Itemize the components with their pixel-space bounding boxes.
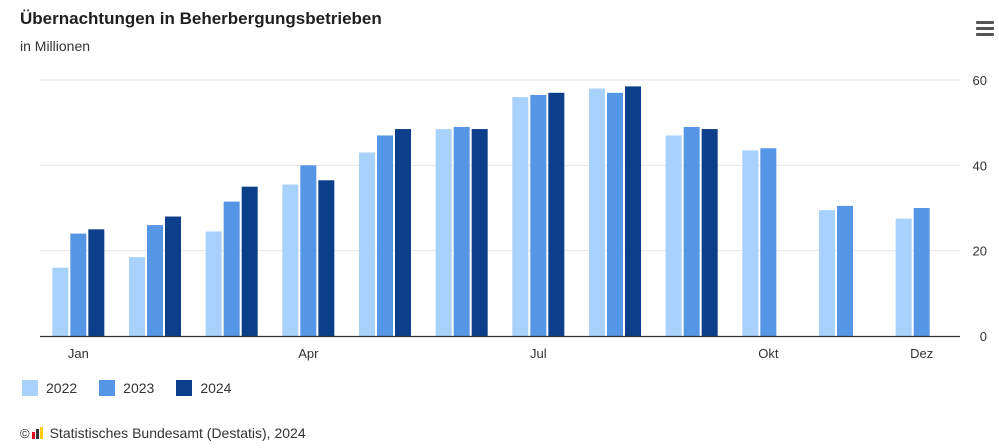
chart-legend: 2022 2023 2024 (22, 380, 253, 396)
legend-swatch-2024 (176, 380, 193, 396)
y-tick-label-0: 0 (980, 329, 987, 344)
bar-2023-Dez (913, 208, 930, 336)
chart-subtitle: in Millionen (20, 38, 91, 54)
bar-2023-Aug (607, 92, 623, 336)
bar-2023-Jul (530, 94, 547, 336)
legend-item-2024[interactable]: 2024 (176, 380, 231, 396)
bar-2022-Nov (819, 210, 835, 336)
bar-2022-Aug (589, 88, 605, 337)
y-tick-label-60: 60 (973, 73, 987, 88)
bar-2022-Feb (129, 257, 145, 336)
legend-item-2023[interactable]: 2023 (99, 380, 154, 396)
copyright-symbol: © (20, 425, 30, 441)
x-tick-label-Dez: Dez (910, 346, 933, 361)
bar-2022-Apr (282, 184, 299, 336)
x-tick-label-Apr: Apr (298, 346, 319, 361)
bar-2023-Apr (300, 165, 317, 336)
y-tick-label-40: 40 (973, 158, 987, 173)
bar-2022-Jun (435, 129, 452, 336)
chart-title: Übernachtungen in Beherbergungsbetrieben (20, 9, 382, 28)
bar-2022-Okt (742, 150, 759, 336)
hamburger-menu-icon[interactable] (974, 18, 996, 38)
bar-2022-Sep (665, 135, 682, 336)
x-tick-label-Jan: Jan (68, 346, 89, 361)
legend-label-2022: 2022 (46, 380, 78, 396)
bar-2023-Nov (837, 205, 853, 336)
bar-2022-Mai (359, 152, 375, 336)
bar-2023-Mai (377, 135, 393, 336)
bar-2023-Feb (147, 225, 163, 336)
credit-text: Statistisches Bundesamt (Destatis), 2024 (49, 425, 306, 441)
legend-swatch-2023 (99, 380, 116, 396)
bar-2024-Aug (625, 86, 641, 337)
bar-2024-Feb (165, 216, 181, 336)
bar-2022-Jul (512, 97, 529, 336)
bar-2023-Mär (223, 201, 240, 336)
bar-2022-Jan (52, 267, 69, 336)
bar-2022-Dez (895, 218, 912, 336)
legend-swatch-2022 (22, 380, 38, 396)
bar-2024-Jan (88, 229, 105, 336)
bar-2023-Sep (683, 126, 700, 336)
bar-2023-Okt (760, 148, 777, 336)
legend-label-2024: 2024 (200, 380, 232, 396)
y-tick-label-20: 20 (973, 244, 987, 259)
x-tick-label-Okt: Okt (758, 346, 779, 361)
bar-2024-Jul (548, 92, 565, 336)
bar-2024-Apr (318, 180, 335, 336)
bar-2024-Sep (701, 129, 718, 336)
bar-2024-Jun (471, 129, 488, 336)
bar-2023-Jun (453, 126, 470, 336)
credit-line: © Statistisches Bundesamt (Destatis), 20… (20, 425, 306, 441)
bar-2024-Mär (241, 186, 258, 336)
legend-label-2023: 2023 (123, 380, 155, 396)
destatis-logo-icon: © (20, 426, 46, 441)
bar-2023-Jan (70, 233, 87, 336)
legend-item-2022[interactable]: 2022 (22, 380, 77, 396)
bar-2022-Mär (205, 231, 222, 336)
bar-2024-Mai (395, 129, 411, 336)
x-tick-label-Jul: Jul (530, 346, 547, 361)
